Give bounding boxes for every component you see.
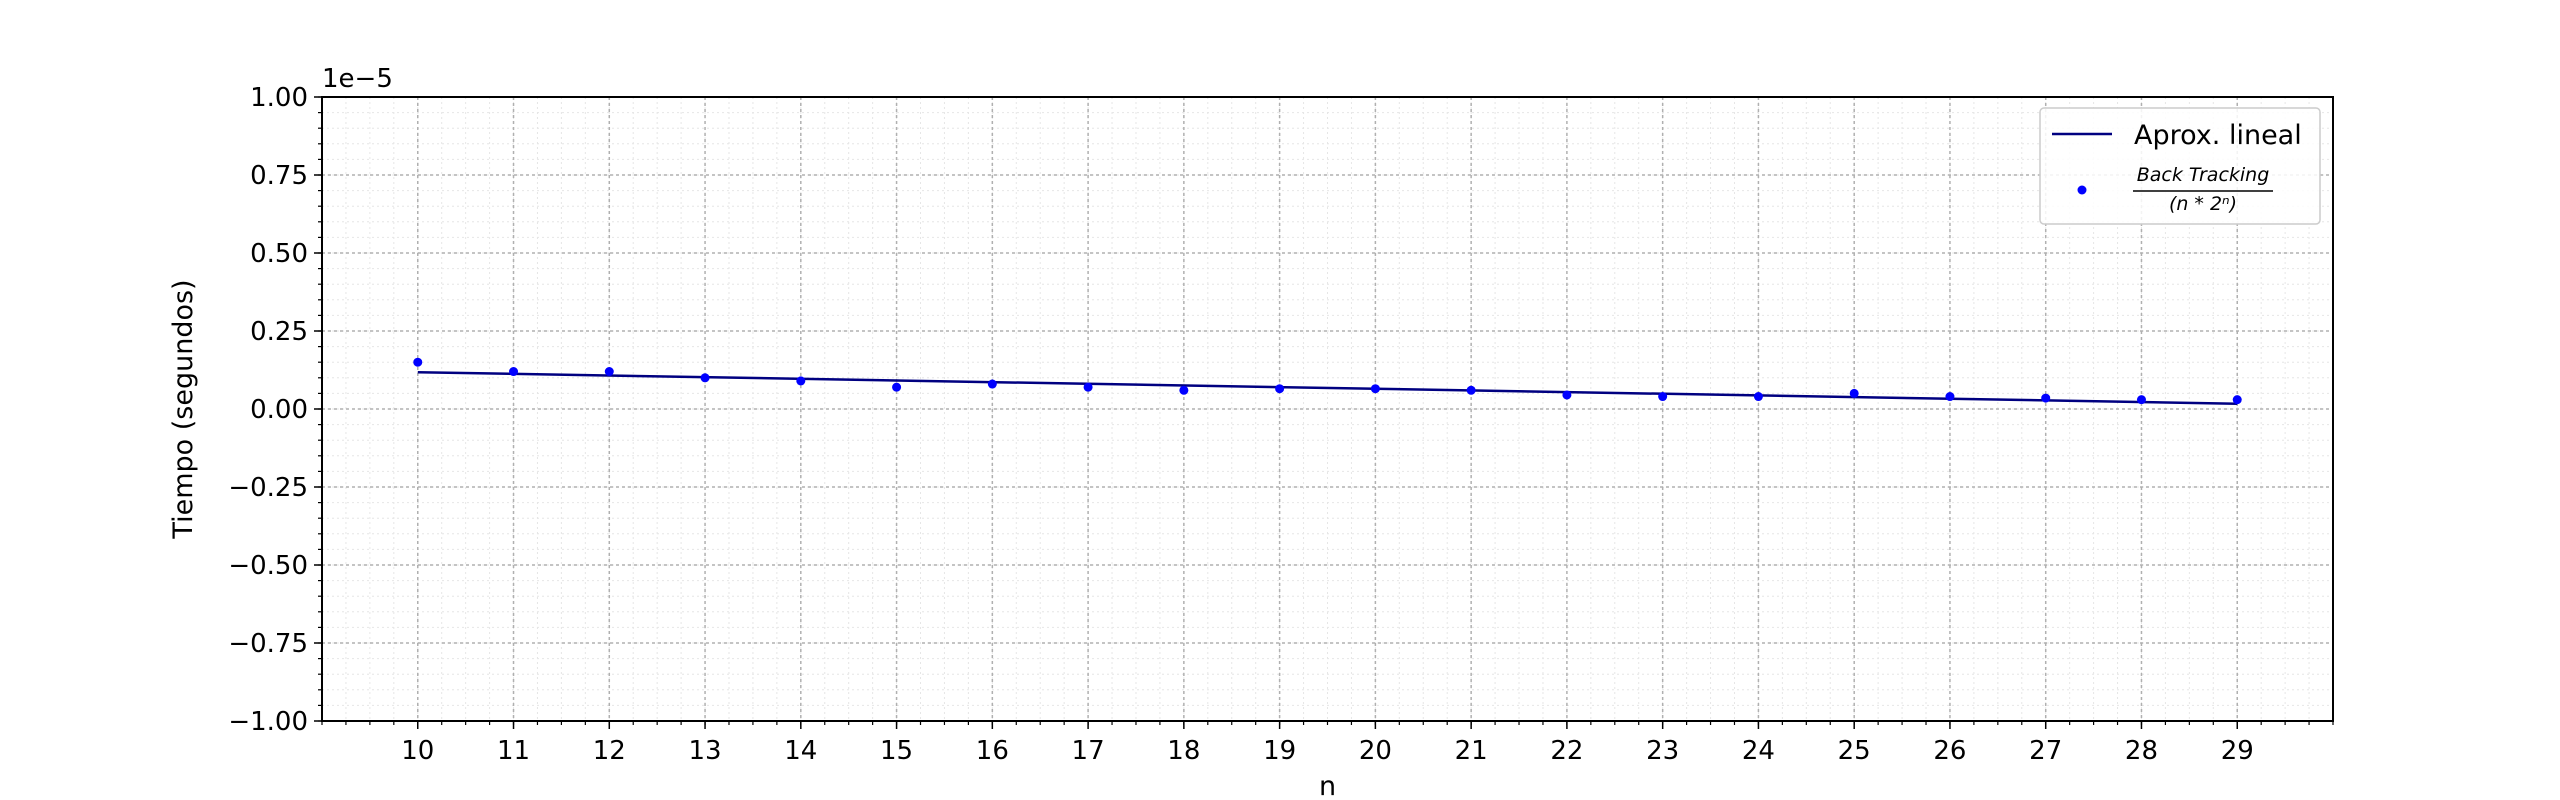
- scatter-point: [1753, 392, 1763, 402]
- scatter-point: [2232, 395, 2242, 405]
- x-tick-label: 17: [1072, 736, 1105, 766]
- x-tick-label: 21: [1455, 736, 1488, 766]
- scatter-point: [796, 376, 806, 386]
- x-tick-label: 24: [1742, 736, 1775, 766]
- scatter-point: [892, 382, 902, 392]
- scatter-point: [1083, 382, 1093, 392]
- x-tick-label: 16: [976, 736, 1009, 766]
- x-tick-label: 10: [401, 736, 434, 766]
- x-tick-label: 12: [593, 736, 626, 766]
- y-offset-label: 1e−5: [322, 64, 393, 94]
- x-tick-label: 22: [1550, 736, 1583, 766]
- x-axis-label: n: [1319, 771, 1336, 800]
- y-tick-label: −1.00: [228, 707, 308, 737]
- legend-box: [2039, 107, 2321, 225]
- y-axis-label: Tiempo (segundos): [168, 279, 199, 539]
- y-tick-label: 1.00: [250, 83, 308, 113]
- x-tick-label: 23: [1646, 736, 1679, 766]
- legend-label-numerator: Back Tracking: [2137, 164, 2270, 186]
- x-tick-label: 28: [2125, 736, 2158, 766]
- scatter-point: [2041, 393, 2051, 403]
- x-tick-label: 20: [1359, 736, 1392, 766]
- x-tick-label: 27: [2029, 736, 2062, 766]
- y-tick-label: 0.50: [250, 239, 308, 269]
- x-tick-label: 18: [1167, 736, 1200, 766]
- scatter-point: [1370, 384, 1380, 394]
- scatter-point: [1849, 388, 1859, 398]
- x-tick-label: 13: [689, 736, 722, 766]
- major-grid: [322, 96, 2333, 722]
- scatter-point: [413, 357, 423, 367]
- scatter-point: [1945, 392, 1955, 402]
- scatter-point: [1179, 385, 1189, 395]
- x-tick-label: 14: [784, 736, 817, 766]
- y-tick-label: 0.25: [250, 317, 308, 347]
- scatter-point: [509, 367, 519, 377]
- scatter-point: [1466, 385, 1476, 395]
- x-tick-label: 25: [1838, 736, 1871, 766]
- scatter-point: [1275, 384, 1285, 394]
- legend: Aprox. lineal Back Tracking (n * 2ⁿ): [2039, 107, 2321, 225]
- x-tick-label: 19: [1263, 736, 1296, 766]
- y-tick-label: 0.75: [250, 161, 308, 191]
- x-tick-label: 11: [497, 736, 530, 766]
- x-tick-label: 26: [1933, 736, 1966, 766]
- scatter-point: [987, 379, 997, 389]
- scatter-point: [1562, 390, 1572, 400]
- series-line-aprox-lineal: [417, 370, 2238, 405]
- plot-series: [413, 357, 2242, 405]
- x-tick-label: 15: [880, 736, 913, 766]
- y-tick-label: −0.50: [228, 551, 308, 581]
- legend-label-aprox-lineal: Aprox. lineal: [2134, 120, 2302, 151]
- scatter-point: [604, 367, 614, 377]
- y-tick-label: −0.75: [228, 629, 308, 659]
- scatter-point: [1658, 392, 1668, 402]
- x-tick-label: 29: [2221, 736, 2254, 766]
- axis-ticks: [314, 96, 2334, 729]
- scatter-point: [700, 373, 710, 383]
- legend-label-denominator: (n * 2ⁿ): [2169, 193, 2237, 215]
- y-tick-label: 0.00: [250, 395, 308, 425]
- y-tick-label: −0.25: [228, 473, 308, 503]
- scatter-point: [2136, 395, 2146, 405]
- legend-dot-swatch: [2077, 185, 2087, 195]
- tick-labels: 10 11 12 13 14 15 16 17 18 19 20 21 22 23 24 25 26 27 28 29…: [228, 83, 2253, 766]
